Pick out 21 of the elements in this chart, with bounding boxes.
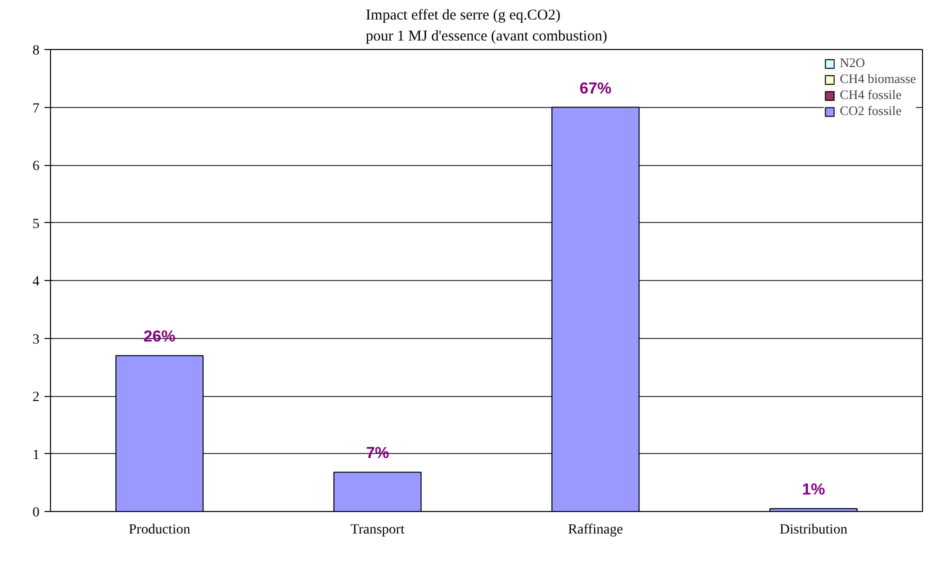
x-tick-label: Raffinage xyxy=(568,522,623,538)
x-tick-label: Transport xyxy=(350,522,405,538)
annotation: 67% xyxy=(579,80,612,98)
x-tick-label: Production xyxy=(128,522,190,538)
bar xyxy=(333,472,422,512)
legend-label: CH4 biomasse xyxy=(840,71,916,87)
x-tick-label: Distribution xyxy=(780,522,848,538)
y-tick-label: 0 xyxy=(32,506,40,520)
y-tick-label: 8 xyxy=(32,44,40,58)
legend-label: N2O xyxy=(840,55,866,71)
legend-label: CO2 fossile xyxy=(840,103,902,119)
y-tick-label: 5 xyxy=(32,216,40,232)
y-tick-label: 3 xyxy=(32,332,40,348)
y-tick-label: 4 xyxy=(32,274,40,290)
y-tick-label: 6 xyxy=(32,159,40,174)
y-tick-label: 1 xyxy=(32,448,40,463)
y-tick-label: 2 xyxy=(32,390,40,405)
y-tick-label: 7 xyxy=(32,101,40,116)
chart-title: Impact effet de serre (g eq.CO2) pour 1 MJ d'essence (avant combustion) xyxy=(366,8,608,44)
annotation: 1% xyxy=(802,482,826,499)
legend-label: CH4 fossile xyxy=(840,87,902,103)
